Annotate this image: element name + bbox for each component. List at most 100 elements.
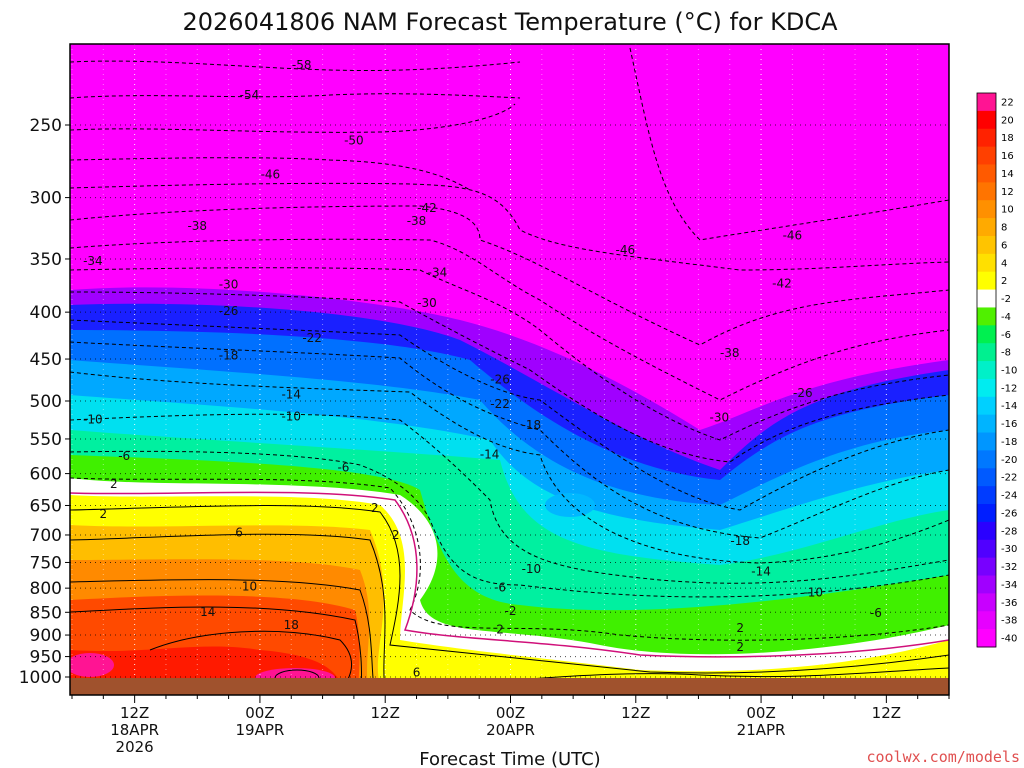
- contour-minus10: [70, 413, 949, 584]
- contour-label-34: -18: [730, 534, 750, 548]
- colorbar-label-19: -18: [1001, 437, 1017, 448]
- contour-label-15: -22: [302, 331, 322, 345]
- colorbar-swatch-15: [977, 361, 996, 380]
- y-tick-label-7: 600: [30, 465, 62, 485]
- contour-label-4: -42: [417, 201, 437, 215]
- colorbar-label-20: -20: [1001, 455, 1017, 466]
- y-tick-label-3: 400: [30, 303, 62, 323]
- colorbar-swatch-28: [977, 593, 996, 612]
- contour-label-35: -10: [522, 562, 542, 576]
- contour-label-36: -14: [751, 564, 771, 578]
- colorbar-label-5: 12: [1001, 187, 1014, 198]
- contour-label-44: 2: [496, 623, 504, 637]
- contour-label-7: -46: [616, 243, 636, 257]
- contour-label-16: -18: [219, 348, 239, 362]
- colorbar-swatch-17: [977, 396, 996, 416]
- contour-minus30: [70, 267, 949, 441]
- y-tick-label-12: 850: [30, 603, 62, 623]
- colorbar-label-26: -32: [1001, 562, 1017, 573]
- contour-minus26: [70, 291, 949, 463]
- colorbar-swatch-2: [977, 128, 996, 148]
- contour-labels: -58-54-50-46-42-38 -38-46-46-34-34-42-30-…: [83, 58, 882, 680]
- contour-label-6: -38: [407, 214, 427, 228]
- y-tick-label-11: 800: [30, 579, 62, 599]
- contour-label-39: -10: [803, 586, 823, 600]
- contour-minus6: [70, 450, 949, 598]
- watermark-credit: coolwx.com/models: [866, 748, 1020, 766]
- x-tick-label-0-2: 2026: [116, 738, 154, 756]
- x-tick-label-1-1: 19APR: [236, 721, 285, 739]
- contour-2: [70, 505, 949, 674]
- colorbar-swatch-3: [977, 146, 996, 165]
- colorbar-swatch-6: [977, 200, 996, 219]
- y-tick-label-10: 750: [30, 553, 62, 573]
- colorbar-swatch-27: [977, 575, 996, 594]
- colorbar-swatch-18: [977, 414, 996, 434]
- colorbar-label-22: -24: [1001, 491, 1017, 502]
- contour-label-17: -38: [720, 346, 740, 360]
- contour-minus42: [70, 182, 949, 271]
- contour-label-20: -14: [281, 388, 301, 402]
- colorbar-label-14: -8: [1001, 348, 1011, 359]
- x-tick-label-6-0: 12Z: [872, 704, 901, 722]
- contour-minus46: [70, 157, 471, 191]
- colorbar-label-10: 2: [1001, 276, 1007, 287]
- y-tick-label-2: 350: [30, 250, 62, 270]
- colorbar-swatch-20: [977, 450, 996, 469]
- contour-label-31: 2: [100, 507, 108, 521]
- colorbar-label-18: -16: [1001, 419, 1017, 430]
- contour-label-3: -46: [261, 167, 281, 181]
- contour-minus54: [70, 93, 521, 99]
- contour-label-26: -6: [118, 449, 130, 463]
- contour-label-9: -34: [83, 254, 103, 268]
- contour-label-18: -26: [490, 373, 510, 387]
- contour-label-11: -42: [772, 276, 792, 290]
- colorbar-swatch-30: [977, 629, 996, 648]
- colorbar-label-11: -2: [1001, 294, 1011, 305]
- colorbar-swatch-19: [977, 432, 996, 451]
- x-axis-label: Forecast Time (UTC): [419, 749, 600, 768]
- colorbar-label-0: 22: [1001, 97, 1014, 108]
- y-tick-label-13: 900: [30, 626, 62, 646]
- contour-18: [149, 630, 353, 691]
- contour-label-41: -6: [870, 606, 882, 620]
- contour-10: [70, 579, 376, 695]
- contour-label-40: 14: [200, 605, 215, 619]
- contour-minus38: [70, 205, 949, 346]
- x-tick-label-1-0: 00Z: [245, 704, 274, 722]
- contour-label-5: -38: [187, 219, 207, 233]
- contour-minus2: [70, 477, 949, 641]
- colorbar-label-28: -36: [1001, 598, 1017, 609]
- contour-6: [70, 533, 386, 691]
- contour-label-45: 2: [736, 621, 744, 635]
- contour-label-37: 10: [242, 580, 257, 594]
- x-tick-label-5-1: 21APR: [737, 721, 786, 739]
- y-tick-label-14: 950: [30, 648, 62, 668]
- colorbar-label-23: -26: [1001, 508, 1017, 519]
- x-tick-label-0-1: 18APR: [110, 721, 159, 739]
- y-tick-label-0: 250: [30, 116, 62, 136]
- contour-label-32: 6: [235, 526, 243, 540]
- contour-label-30: 2: [371, 501, 379, 515]
- contour-label-13: -30: [417, 296, 437, 310]
- x-tick-label-0-0: 12Z: [120, 704, 149, 722]
- colorbar-swatch-4: [977, 164, 996, 183]
- contour-minus18: [70, 341, 949, 539]
- contour-minus22: [70, 319, 949, 511]
- y-tick-label-5: 500: [30, 392, 62, 412]
- colorbar-label-2: 18: [1001, 133, 1014, 144]
- colorbar-swatch-0: [977, 93, 996, 112]
- colorbar-label-3: 16: [1001, 151, 1014, 162]
- contour-label-2: -50: [344, 134, 364, 148]
- colorbar-label-6: 10: [1001, 205, 1014, 216]
- contour-label-29: 2: [110, 477, 118, 491]
- colorbar-label-29: -38: [1001, 616, 1017, 627]
- ground-surface: [70, 678, 949, 695]
- colorbar-swatch-10: [977, 271, 996, 291]
- contour-minus34: [70, 238, 949, 401]
- contour-label-47: 6: [413, 666, 421, 680]
- contour-label-22: -10: [83, 413, 103, 427]
- colorbar-swatch-8: [977, 235, 996, 255]
- contour-label-28: -6: [337, 461, 349, 475]
